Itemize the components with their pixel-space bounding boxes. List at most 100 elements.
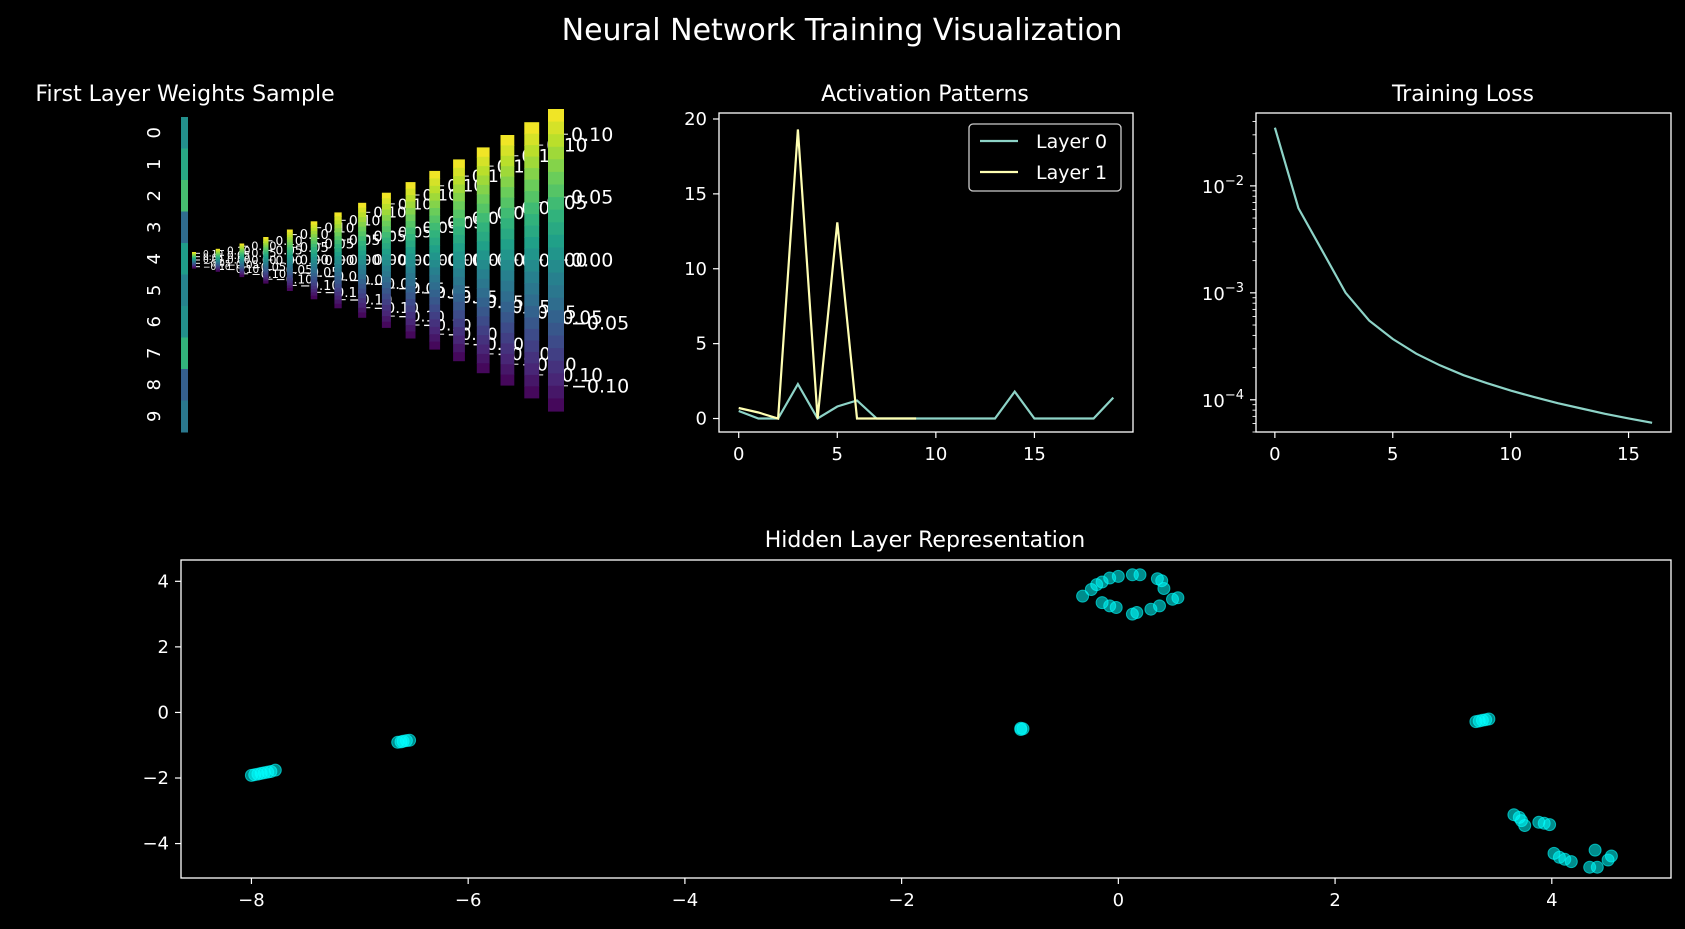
colorbar-segment [263, 260, 269, 263]
hidden-scatter-panel: Hidden Layer Representation −8 −6 −4 −2 0 2 4−… [142, 528, 1672, 911]
colorbar-segment [500, 353, 515, 365]
activation-axes-frame [718, 112, 1134, 433]
colorbar-segment [548, 171, 564, 186]
colorbar-segment [286, 265, 293, 269]
scatter-point [1144, 602, 1158, 616]
scatter-point [1125, 607, 1139, 621]
colorbar-segment [548, 109, 564, 123]
colorbar-segment [334, 224, 342, 229]
loss-series-line [1273, 127, 1653, 424]
colorbar-segment [310, 250, 318, 255]
colorbar-segment [334, 271, 342, 277]
colorbar-segment [524, 156, 540, 169]
colorbar-segment [192, 258, 196, 260]
colorbar-segment [381, 271, 391, 278]
colorbar-segment [215, 265, 220, 268]
heatmap-cell [181, 400, 188, 433]
heatmap-cell [181, 148, 188, 181]
colorbar-segment [476, 297, 490, 308]
colorbar-segment [381, 310, 391, 317]
colorbar-segment [405, 247, 416, 255]
colorbar-segment [381, 243, 391, 250]
colorbar-segment [405, 273, 416, 281]
colorbar-segment [381, 248, 391, 255]
colorbar-segment [524, 271, 540, 284]
y-tick-label: 20 [684, 109, 707, 130]
colorbar-segment [476, 213, 490, 224]
colorbar-segment [334, 299, 342, 305]
colorbar-segment [263, 279, 269, 282]
colorbar-segment [381, 203, 391, 211]
colorbar-segment [524, 168, 540, 181]
colorbar-segment [381, 226, 391, 233]
heatmap-cell [181, 337, 188, 370]
colorbar-segment [429, 334, 441, 343]
colorbar-segment [476, 363, 490, 374]
colorbar-segment [524, 386, 540, 399]
colorbar-tick-label: −0.05 [300, 266, 340, 281]
colorbar-segment [548, 285, 564, 299]
scatter-point [268, 763, 282, 777]
scatter-point [403, 733, 417, 747]
colorbar-segment [405, 221, 416, 229]
colorbar-segment [239, 254, 245, 257]
colorbar-segment [524, 248, 540, 261]
x-tick-label: 15 [1617, 444, 1640, 465]
colorbar-segment [263, 271, 269, 274]
colorbar-segment [500, 166, 515, 178]
colorbar-segment [310, 224, 318, 229]
colorbar-segment [286, 242, 293, 246]
colorbar-segment [429, 260, 441, 268]
scatter-point [1543, 818, 1557, 832]
x-tick-label: 5 [832, 444, 843, 465]
colorbar-segment [286, 282, 293, 286]
colorbar-segment [476, 156, 490, 167]
colorbar-segment [453, 251, 465, 261]
colorbar-segment [334, 240, 342, 245]
colorbar-segment [381, 288, 391, 295]
colorbar-segment [381, 321, 391, 328]
colorbar-segment [524, 283, 540, 296]
colorbar-segment [286, 252, 293, 256]
colorbar-segment [453, 327, 465, 337]
colorbar-segment [263, 238, 269, 242]
colorbar-segment [286, 257, 293, 261]
colorbar-segment [334, 279, 342, 285]
x-tick-label: −6 [455, 890, 482, 911]
colorbar-segment [215, 270, 220, 272]
x-tick-label: 2 [1329, 890, 1340, 911]
colorbar-segment [429, 267, 441, 276]
scatter-point [1166, 592, 1179, 606]
colorbar-segment [239, 268, 245, 271]
colorbar-segment [524, 191, 540, 204]
colorbar-segment [334, 303, 342, 309]
colorbar-segment [524, 214, 540, 227]
colorbar-segment [500, 228, 515, 240]
heatmap-cell [181, 243, 188, 275]
colorbar-segment [310, 260, 318, 264]
colorbar-segment [239, 258, 245, 261]
x-tick-label: 15 [1023, 444, 1046, 465]
colorbar-segment [381, 220, 391, 227]
colorbar-tick-label: 0.10 [571, 124, 613, 146]
colorbar-segment [429, 341, 441, 350]
colorbar-segment [215, 258, 220, 260]
colorbar-segment [476, 278, 490, 289]
colorbar-segment [263, 252, 269, 255]
colorbar-segment [405, 312, 416, 320]
colorbar-segment [405, 240, 416, 248]
colorbar-segment [286, 247, 293, 251]
colorbar-segment [381, 282, 391, 289]
colorbar-segment [263, 269, 269, 273]
x-tick-label: 10 [924, 444, 947, 465]
colorbar-segment [239, 273, 245, 276]
colorbar-segment [429, 200, 441, 209]
colorbar-segment [524, 374, 540, 387]
colorbar-segment [476, 222, 490, 233]
colorbar-segment [429, 319, 441, 328]
colorbar-segment [500, 301, 515, 313]
colorbar-segment [310, 263, 318, 267]
colorbar-segment [192, 252, 196, 254]
colorbar-segment [381, 237, 391, 244]
